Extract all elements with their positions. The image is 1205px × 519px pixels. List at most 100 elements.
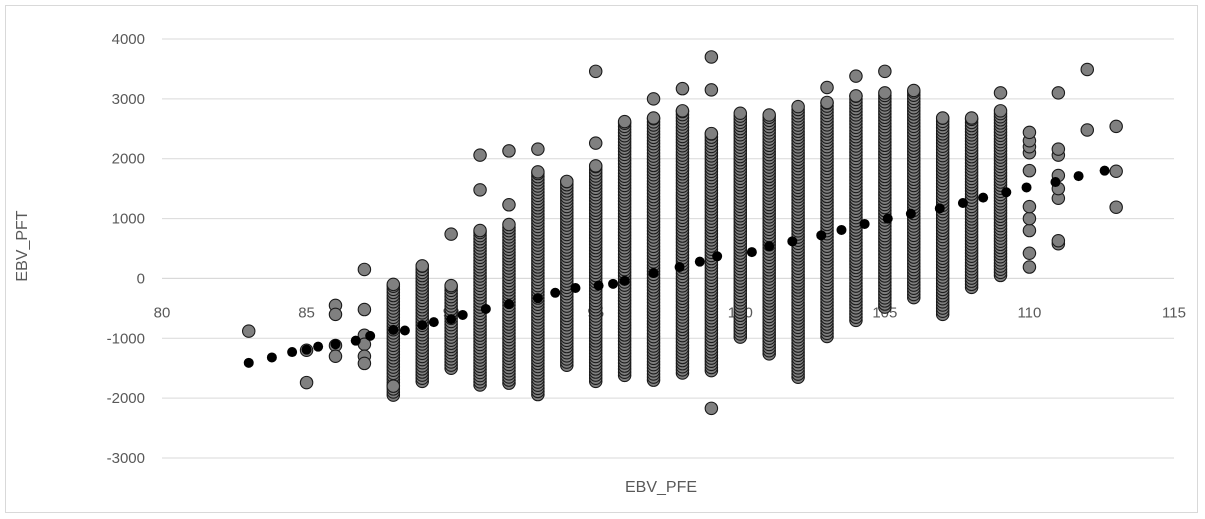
x-tick-label: 85	[298, 304, 315, 321]
data-point	[531, 142, 545, 156]
trend-point	[764, 241, 775, 252]
data-point	[1022, 125, 1037, 140]
trend-point	[836, 224, 847, 235]
trend-point	[301, 344, 312, 355]
x-axis-title: EBV_PFE	[625, 479, 697, 496]
y-axis-ticks: -3000 -2000 -1000 0 1000 2000 3000 4000	[107, 31, 145, 467]
trend-point	[957, 198, 968, 209]
data-point	[357, 302, 372, 317]
data-point	[733, 106, 748, 120]
data-point	[646, 92, 661, 106]
trend-point	[648, 268, 659, 279]
data-point	[588, 136, 603, 150]
trend-point	[330, 339, 341, 350]
data-point	[1022, 163, 1037, 178]
trend-point	[350, 335, 361, 346]
trend-point	[859, 218, 870, 229]
data-point	[502, 198, 516, 212]
y-tick-label: 1000	[112, 211, 145, 228]
trend-point	[480, 303, 491, 314]
trend-points	[243, 165, 1110, 368]
trend-point	[1073, 171, 1084, 182]
data-point	[617, 114, 632, 129]
data-point	[1109, 164, 1123, 179]
y-tick-label: 3000	[112, 91, 145, 108]
data-point	[964, 111, 979, 125]
data-point	[386, 277, 401, 292]
data-point	[820, 80, 834, 95]
data-point	[299, 375, 314, 390]
data-point	[473, 183, 487, 197]
trend-point	[608, 278, 619, 289]
data-point	[1080, 62, 1095, 77]
data-point	[357, 356, 372, 371]
trend-point	[1001, 187, 1012, 198]
data-point	[588, 64, 603, 79]
data-point	[1022, 260, 1037, 274]
data-point	[849, 89, 863, 103]
data-point	[531, 165, 545, 179]
data-point	[646, 111, 661, 125]
data-point	[1080, 123, 1095, 137]
trend-point	[388, 324, 399, 335]
data-point	[502, 144, 516, 158]
data-point	[1022, 223, 1037, 238]
x-tick-label: 110	[1017, 304, 1041, 321]
observed-points	[241, 50, 1123, 416]
y-tick-label: 2000	[112, 151, 145, 168]
data-point	[1022, 246, 1037, 261]
trend-point	[674, 262, 685, 273]
trend-point	[905, 208, 916, 219]
data-point	[1051, 86, 1066, 100]
data-point	[993, 86, 1008, 100]
trend-point	[313, 341, 324, 352]
data-point	[849, 69, 863, 83]
data-point	[560, 174, 574, 189]
data-point	[444, 227, 458, 241]
trend-point	[816, 230, 827, 241]
data-point	[675, 81, 690, 96]
trend-point	[712, 251, 723, 262]
trend-point	[266, 352, 277, 363]
data-point	[588, 159, 603, 173]
data-point	[704, 83, 719, 97]
trend-point	[593, 280, 604, 291]
data-point	[993, 104, 1008, 118]
trend-point	[746, 247, 757, 258]
x-axis-ticks: 80859095100105110115	[154, 304, 1186, 321]
data-point	[241, 324, 256, 338]
data-point	[907, 83, 921, 98]
gridlines	[162, 38, 1174, 459]
data-point	[878, 86, 892, 100]
data-point	[820, 95, 834, 110]
trend-point	[243, 357, 254, 368]
trend-point	[503, 299, 514, 310]
trend-point	[694, 256, 705, 267]
trend-point	[1099, 165, 1110, 176]
data-point	[1109, 200, 1123, 214]
data-point	[1022, 211, 1037, 226]
data-point	[1109, 119, 1123, 134]
trend-point	[365, 330, 376, 341]
y-tick-label: -3000	[107, 450, 145, 467]
trend-point	[457, 309, 468, 320]
data-point	[704, 401, 719, 416]
data-point	[502, 217, 516, 232]
data-point	[1051, 233, 1066, 248]
data-point	[791, 99, 805, 114]
data-point	[444, 278, 458, 293]
trend-point	[446, 314, 457, 325]
trend-point	[1021, 182, 1032, 193]
data-point	[675, 104, 690, 118]
data-point	[328, 349, 343, 363]
trend-point	[978, 192, 989, 203]
y-tick-label: 0	[137, 270, 145, 287]
data-point	[328, 307, 343, 322]
y-tick-label: -2000	[107, 390, 145, 407]
trend-point	[882, 213, 893, 224]
trend-point	[532, 293, 543, 304]
y-tick-label: 4000	[112, 31, 145, 48]
data-point	[762, 108, 776, 122]
